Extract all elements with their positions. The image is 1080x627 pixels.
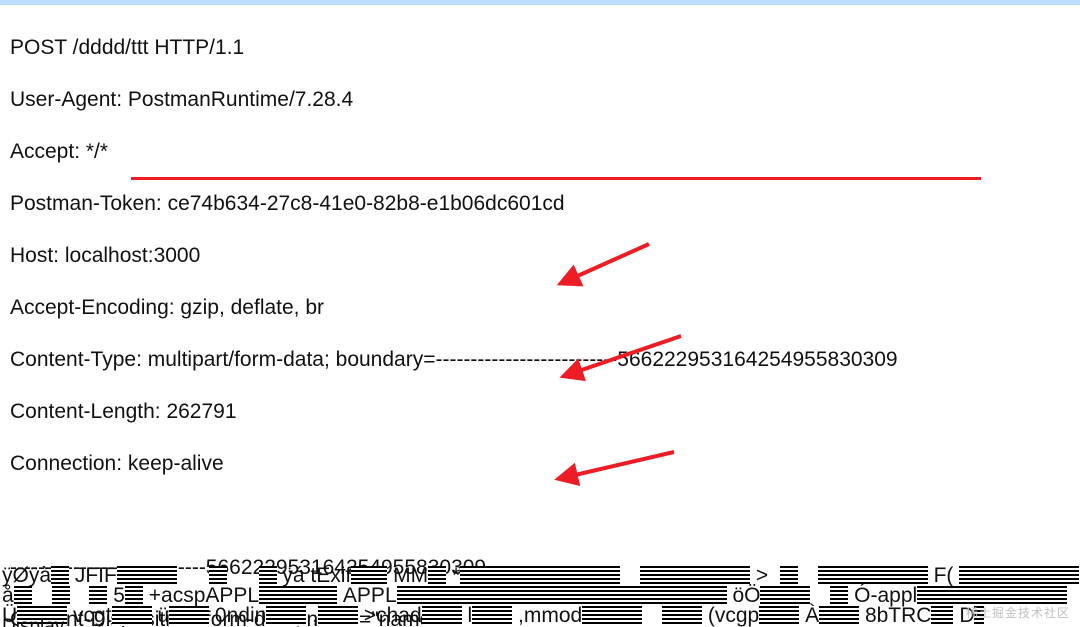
red-arrow-icon — [0, 0, 1080, 627]
binary-row-4: Display — [0, 622, 1080, 627]
watermark-text: 稀土掘金技术社区 — [966, 604, 1070, 621]
